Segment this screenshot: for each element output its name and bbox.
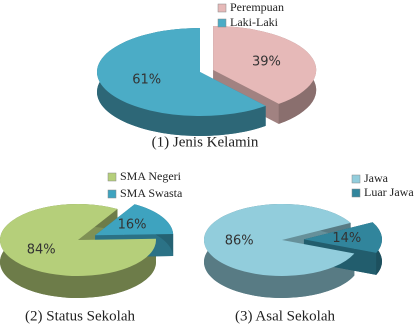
chart-title: (3) Asal Sekolah	[235, 308, 335, 324]
legend-label: SMA Negeri	[120, 169, 182, 183]
legend-label: Perempuan	[230, 0, 284, 14]
data-label: 16%	[118, 218, 147, 233]
data-label: 61%	[132, 73, 161, 88]
legend-label: Laki-Laki	[230, 15, 279, 29]
pie-slice	[95, 204, 174, 236]
data-label: 39%	[252, 54, 281, 69]
legend-swatch	[351, 188, 361, 198]
data-label: 84%	[27, 243, 56, 258]
data-label: 14%	[332, 231, 361, 246]
legend-swatch	[351, 174, 361, 184]
chart-title: (2) Status Sekolah	[25, 308, 135, 324]
legend-swatch	[107, 189, 117, 199]
legend-label: Jawa	[364, 171, 389, 185]
pie-slice	[0, 204, 156, 277]
data-label: 86%	[225, 234, 254, 249]
chart-title: (1) Jenis Kelamin	[152, 134, 259, 150]
pie-slice	[96, 28, 266, 116]
legend-label: Luar Jawa	[364, 185, 414, 199]
legend-label: SMA Swasta	[120, 186, 183, 200]
pie-slice	[303, 222, 382, 253]
legend-swatch	[217, 3, 227, 13]
pie-slice	[213, 25, 317, 104]
legend-swatch	[107, 172, 117, 182]
legend-swatch	[217, 18, 227, 28]
pie-slice	[203, 204, 355, 276]
